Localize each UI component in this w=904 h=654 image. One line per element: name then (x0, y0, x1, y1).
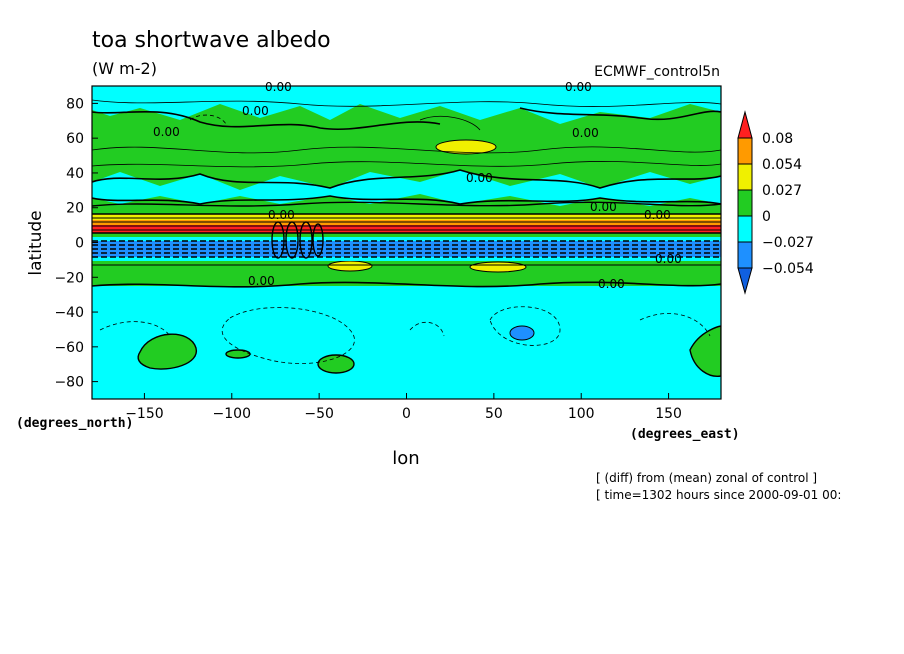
blue-patch-south (509, 325, 535, 341)
y-tick-label: 40 (66, 166, 84, 182)
contour-label: 0.00 (466, 171, 493, 185)
x-axis: −150 −100 −50 0 50 100 150 (125, 393, 682, 422)
green-patch-south-1 (137, 333, 197, 370)
colorbar-swatch-yellow (737, 163, 753, 191)
colorbar-swatch-cyan (737, 215, 753, 243)
contour-label: 0.00 (590, 200, 617, 214)
green-patch-south-2 (225, 349, 251, 359)
y-tick-label: 0 (75, 236, 84, 252)
colorbar-label: −0.054 (762, 261, 814, 277)
dashed-contours-south (99, 306, 711, 364)
zero-contour-south (92, 281, 721, 288)
colorbar-label: 0 (762, 209, 771, 225)
dataset-label: ECMWF_control5n (594, 64, 720, 80)
colorbar-label: 0.08 (762, 131, 793, 147)
y-tick-label: −60 (54, 340, 84, 356)
y-tick-label: 60 (66, 131, 84, 147)
colorbar-bottom-arrow (737, 267, 753, 295)
x-tick-label: −50 (304, 406, 334, 422)
x-axis-unit: (degrees_east) (630, 427, 740, 442)
closed-contours-lon-70 (271, 221, 324, 259)
band-cyan-eq-south (92, 257, 721, 261)
y-axis: 80 60 40 20 0 −20 −40 −60 −80 (54, 96, 98, 391)
x-tick-label: 150 (655, 406, 682, 422)
bold-contours-north (92, 107, 721, 205)
equatorial-contours (92, 213, 721, 266)
band-red-eq (92, 225, 721, 233)
contour-labels: 0.00 0.00 0.00 0.00 0.00 0.00 0.00 0.00 … (153, 80, 682, 291)
y-tick-label: 80 (66, 96, 84, 112)
contour-label: 0.00 (565, 80, 592, 94)
y-axis-title: latitude (26, 210, 46, 275)
colorbar-swatch-green (737, 189, 753, 217)
thin-contours-north (92, 99, 721, 168)
green-patch-south-4 (689, 325, 721, 377)
y-tick-label: −40 (54, 305, 84, 321)
contour-label: 0.00 (153, 125, 180, 139)
contour-label: 0.00 (572, 126, 599, 140)
x-tick-label: 100 (568, 406, 595, 422)
y-tick-label: −80 (54, 375, 84, 391)
colorbar-label: 0.027 (762, 183, 802, 199)
band-green-eq (92, 233, 721, 237)
cyan-band-midlatitude (92, 170, 721, 206)
green-patch-south-3 (317, 354, 355, 374)
yellow-patch-south-2 (469, 261, 527, 273)
contour-label: 0.00 (265, 80, 292, 94)
y-axis-unit: (degrees_north) (16, 416, 133, 431)
contour-label: 0.00 (598, 277, 625, 291)
band-yellow-eq-north (92, 214, 721, 220)
colorbar-label: 0.054 (762, 157, 802, 173)
x-tick-label: −100 (213, 406, 251, 422)
colorbar-label: −0.027 (762, 235, 814, 251)
contour-label: 0.00 (644, 208, 671, 222)
colorbar-top-arrow (737, 110, 753, 139)
contour-label: 0.00 (268, 208, 295, 222)
yellow-patch-south-1 (327, 260, 373, 272)
note-diff: [ (diff) from (mean) zonal of control ] (596, 471, 817, 485)
contour-label: 0.00 (655, 252, 682, 266)
colorbar: 0.08 0.054 0.027 0 −0.027 −0.054 (737, 110, 814, 295)
zero-contour-north-tropics (92, 201, 721, 207)
x-tick-label: −150 (125, 406, 163, 422)
note-time: [ time=1302 hours since 2000-09-01 00: (596, 488, 841, 502)
colorbar-swatch-blue (737, 241, 753, 269)
contour-label: 0.00 (248, 274, 275, 288)
y-tick-label: −20 (54, 270, 84, 286)
x-axis-title: lon (392, 448, 419, 469)
colorbar-swatch-orange (737, 137, 753, 165)
plot-area (92, 86, 721, 399)
x-tick-label: 50 (485, 406, 503, 422)
yellow-patch-north (435, 139, 497, 155)
chart-units: (W m-2) (92, 59, 157, 78)
band-cyan-eq (92, 237, 721, 241)
x-tick-label: 0 (402, 406, 411, 422)
chart-title: toa shortwave albedo (92, 28, 331, 53)
contour-label: 0.00 (242, 104, 269, 118)
y-tick-label: 20 (66, 201, 84, 217)
